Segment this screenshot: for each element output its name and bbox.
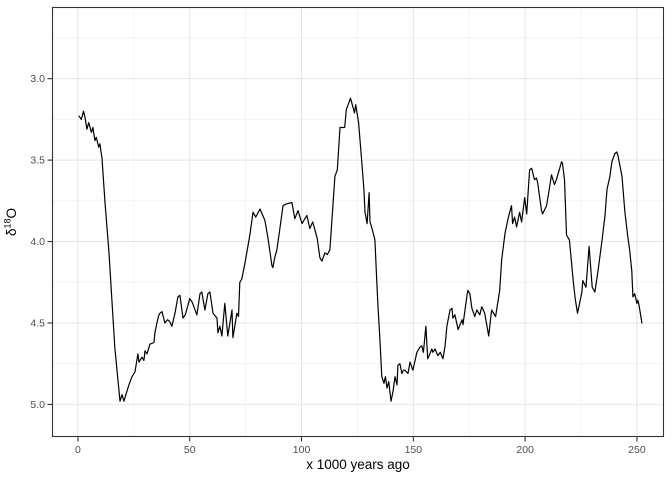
y-axis-tick-labels: 3.0 3.5 4.0 4.5 5.0 <box>30 73 45 411</box>
grid-major-lines <box>52 7 664 437</box>
x-tick-label-200: 200 <box>516 444 534 456</box>
y-tick-label-3: 3.0 <box>30 73 45 85</box>
panel-border <box>51 6 665 438</box>
grid-minor-lines <box>52 7 664 437</box>
y-tick-label-4.5: 4.5 <box>30 317 45 329</box>
y-tick-label-3.5: 3.5 <box>30 155 45 167</box>
y-tick-label-4: 4.0 <box>30 236 45 248</box>
x-tick-label-150: 150 <box>405 444 423 456</box>
y-axis-title: δ18O <box>3 208 20 236</box>
y-tick-label-5: 5.0 <box>30 399 45 411</box>
data-series-line <box>78 97 643 402</box>
axis-tick-marks <box>47 78 638 442</box>
x-tick-label-250: 250 <box>628 444 646 456</box>
x-tick-label-100: 100 <box>293 444 311 456</box>
x-axis-title: x 1000 years ago <box>306 457 410 472</box>
x-axis-tick-labels: 0 50 100 150 200 250 <box>75 444 646 456</box>
x-tick-label-50: 50 <box>184 444 196 456</box>
x-tick-label-0: 0 <box>75 444 81 456</box>
